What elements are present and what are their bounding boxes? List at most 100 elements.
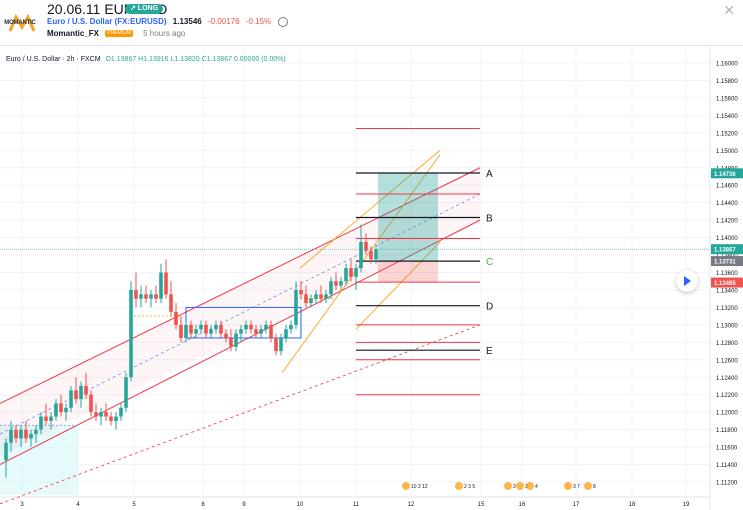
candle-body [314, 294, 318, 299]
candle-body [159, 272, 163, 299]
candle-body [4, 442, 8, 461]
price-tick: 1.15400 [716, 114, 738, 120]
event-flag-icon [526, 482, 534, 490]
price-tick: 1.11800 [716, 428, 738, 434]
time-tick: 9 [242, 502, 246, 508]
price-tick: 1.12600 [716, 358, 738, 364]
candle-body [54, 403, 58, 417]
time-tick: 10 [297, 502, 304, 508]
candle-body [264, 324, 268, 330]
candle-body [44, 416, 48, 421]
candle-body [139, 294, 143, 299]
entry-price-label: 1.13731 [714, 260, 736, 266]
candle-body [154, 294, 158, 299]
price-tick: 1.14000 [716, 236, 738, 242]
event-label: 8 [593, 484, 596, 490]
level-label: D [486, 302, 493, 313]
level-label: C [486, 257, 493, 268]
candle-body [114, 416, 118, 421]
candle-body [349, 268, 353, 277]
candle-body [124, 377, 128, 408]
candle-body [144, 294, 148, 299]
event-flag-icon [455, 482, 463, 490]
post-time: 5 hours ago [143, 29, 186, 38]
price-tick: 1.12400 [716, 376, 738, 382]
candle-body [344, 268, 348, 282]
price-tick: 1.15200 [716, 131, 738, 137]
level-label: B [486, 214, 493, 225]
logo-text: MOMANTIC [4, 20, 36, 26]
candle-body [244, 324, 248, 330]
candle-body [339, 281, 343, 286]
symbol-link[interactable]: Euro / U.S. Dollar (FX:EURUSD) [47, 17, 167, 27]
candle-body [104, 412, 108, 417]
channel-upper-line [0, 167, 481, 404]
close-icon[interactable]: ✕ [723, 2, 735, 18]
dashed-support-line [0, 324, 481, 505]
candle-body [274, 337, 278, 352]
time-tick: 5 [132, 502, 136, 508]
candle-body [214, 324, 218, 330]
candle-body [299, 289, 303, 295]
candle-body [259, 329, 263, 334]
chart-area[interactable]: 1.16000 1.15800 1.15600 1.15400 1.15200 1.150… [0, 45, 743, 510]
candle-body [324, 294, 328, 299]
candle-body [249, 324, 253, 330]
candle-body [64, 407, 68, 413]
author-link[interactable]: Momantic_FX [47, 29, 100, 38]
candle-body [59, 403, 63, 413]
symbol-change: -0.00176 [207, 17, 240, 27]
candle-body [234, 333, 238, 347]
event-label: 10 2 12 [411, 484, 428, 490]
price-chart[interactable]: 1.16000 1.15800 1.15600 1.15400 1.15200 1.150… [0, 46, 743, 510]
time-tick: 3 [20, 502, 24, 508]
price-tick: 1.14400 [716, 201, 738, 207]
author-row: Momantic_FX PREMIUM 5 hours ago [47, 29, 185, 38]
event-flag-icon [564, 482, 572, 490]
candle-body [359, 241, 363, 269]
price-tick: 1.13600 [716, 271, 738, 277]
price-tick: 1.11200 [716, 481, 738, 487]
candle-body [39, 416, 43, 430]
candle-body [284, 329, 288, 338]
premium-badge: PREMIUM [105, 30, 133, 38]
event-label: 2 3 5 [464, 484, 475, 490]
candle-body [169, 294, 173, 312]
candle-body [199, 324, 203, 330]
candle-body [79, 385, 83, 400]
candle-body [179, 324, 183, 338]
time-tick: 8 [201, 502, 205, 508]
time-tick: 16 [519, 502, 526, 508]
alarm-clock-icon[interactable] [278, 17, 289, 27]
price-tick: 1.14600 [716, 184, 738, 190]
candle-body [174, 311, 178, 325]
candle-body [69, 390, 73, 408]
stop-price-label-bg [711, 277, 743, 288]
candle-body [364, 241, 368, 251]
price-tick: 1.12200 [716, 393, 738, 399]
candle-body [29, 433, 33, 439]
candle-body [194, 329, 198, 334]
candle-body [309, 298, 313, 304]
candle-body [129, 289, 133, 378]
candle-body [94, 412, 98, 417]
time-tick: 17 [573, 502, 580, 508]
fib-channel-line [299, 149, 441, 269]
legend-ohlc: O1.13867 H1.13916 L1.13820 C1.13867 0.00… [105, 56, 286, 63]
candle-body [239, 329, 243, 334]
event-label: 4 [535, 484, 538, 490]
time-tick: 12 [408, 502, 415, 508]
candle-body [219, 324, 223, 334]
candle-body [24, 429, 28, 439]
price-tick: 1.13200 [716, 306, 738, 312]
chart-legend: Euro / U.S. Dollar · 2h · FXCM O1.13867 … [6, 56, 286, 63]
stop-price-label: 1.13485 [714, 281, 736, 287]
time-tick: 15 [478, 502, 485, 508]
candle-body [134, 289, 138, 299]
play-button[interactable] [676, 270, 698, 292]
target-price-label: 1.14736 [714, 172, 736, 178]
stop-zone [378, 261, 438, 283]
shaded-zone [0, 425, 78, 496]
channel-fill [0, 167, 480, 456]
candle-body [354, 268, 358, 277]
